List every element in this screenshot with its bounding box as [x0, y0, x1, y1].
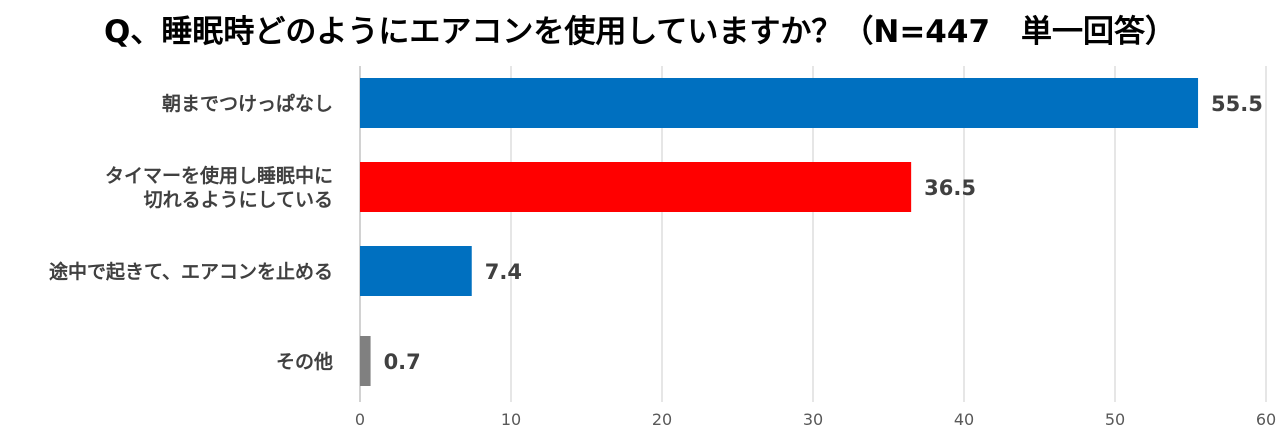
bar [360, 162, 912, 212]
value-labels: 55.5 36.5 7.4 0.7 [384, 92, 1263, 374]
data-label: 36.5 [924, 176, 976, 200]
x-tick-label: 20 [652, 410, 672, 429]
x-tick-label: 40 [954, 410, 974, 429]
category-labels: 朝までつけっぱなしタイマーを使用し睡眠中に切れるようにしている途中で起きて、エア… [49, 92, 333, 373]
bar [360, 246, 472, 296]
bar [360, 336, 371, 386]
x-tick-label: 10 [501, 410, 521, 429]
x-axis-ticks: 0 10 20 30 40 50 60 [355, 410, 1276, 429]
data-label: 0.7 [384, 350, 421, 374]
bar [360, 78, 1199, 128]
x-tick-label: 50 [1105, 410, 1125, 429]
category-label: 切れるようにしている [144, 189, 333, 211]
data-label: 7.4 [485, 260, 522, 284]
bars [360, 78, 1199, 386]
category-label: その他 [276, 350, 333, 373]
category-label: 途中で起きて、エアコンを止める [49, 260, 333, 283]
category-label: 朝までつけっぱなし [162, 92, 333, 115]
chart-title: Q、睡眠時どのようにエアコンを使用していますか？（N=447 単一回答） [103, 14, 1177, 50]
x-tick-label: 60 [1256, 410, 1276, 429]
category-label: タイマーを使用し睡眠中に [105, 164, 333, 187]
data-label: 55.5 [1211, 92, 1263, 116]
x-tick-label: 0 [355, 410, 365, 429]
x-tick-label: 30 [803, 410, 823, 429]
